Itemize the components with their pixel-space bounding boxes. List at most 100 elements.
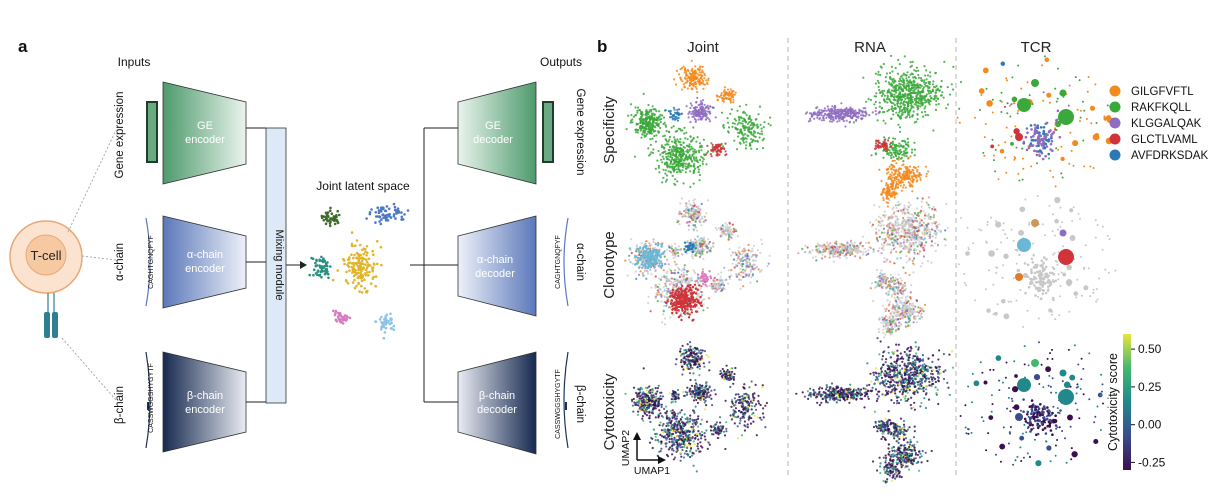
- umap-point: [902, 90, 904, 92]
- umap-point: [906, 71, 908, 73]
- umap-point: [745, 141, 747, 143]
- umap-point: [690, 74, 692, 76]
- umap-point: [699, 279, 701, 281]
- umap-point: [878, 89, 880, 91]
- umap-point: [712, 149, 714, 151]
- umap-point: [689, 121, 691, 123]
- umap-point: [877, 73, 879, 75]
- umap-point: [658, 116, 660, 118]
- input-label-ge: Gene expression: [114, 92, 126, 179]
- latent-point: [385, 323, 388, 326]
- umap-point: [711, 283, 713, 285]
- umap-point: [748, 261, 750, 263]
- latent-point: [378, 211, 381, 214]
- umap-point: [759, 136, 761, 138]
- umap-point: [681, 169, 683, 171]
- umap-point: [679, 162, 681, 164]
- latent-point: [339, 321, 342, 324]
- umap-point: [667, 288, 669, 290]
- umap-point: [681, 80, 683, 82]
- umap-point: [691, 255, 693, 257]
- umap-point: [763, 126, 765, 128]
- umap-point: [745, 273, 747, 275]
- umap-point: [655, 141, 657, 143]
- umap-point: [738, 273, 740, 275]
- umap-point: [930, 92, 932, 94]
- umap-point: [680, 68, 682, 70]
- umap-point: [824, 113, 826, 115]
- alpha-seq-output: CAGHTGNQFYF: [555, 235, 562, 289]
- umap-point: [655, 110, 657, 112]
- umap-point: [685, 82, 687, 84]
- umap-point: [746, 127, 748, 129]
- umap-point: [906, 178, 908, 180]
- umap-point: [909, 232, 911, 234]
- latent-point: [334, 314, 337, 317]
- umap-point: [967, 246, 969, 248]
- umap-point: [671, 251, 673, 253]
- latent-point: [321, 216, 324, 219]
- umap-point: [652, 148, 654, 150]
- latent-point: [327, 273, 330, 276]
- umap-point: [918, 77, 920, 79]
- umap-point: [934, 72, 936, 74]
- umap-point: [910, 239, 912, 241]
- umap-point: [908, 93, 910, 95]
- umap-point: [889, 77, 891, 79]
- umap-point: [707, 307, 709, 309]
- umap-point: [700, 285, 702, 287]
- umap-point: [709, 111, 711, 113]
- panel-b-label: b: [597, 37, 607, 56]
- latent-point: [383, 337, 386, 340]
- umap-point: [920, 77, 922, 79]
- umap-point: [704, 104, 706, 106]
- umap-point: [938, 103, 940, 105]
- umap-point: [722, 227, 724, 229]
- umap-point: [683, 210, 685, 212]
- latent-point: [361, 291, 364, 294]
- umap-point: [881, 232, 883, 234]
- umap-point: [686, 159, 688, 161]
- umap-point: [934, 221, 936, 223]
- umap-point: [739, 105, 741, 107]
- umap-point: [674, 178, 676, 180]
- umap-point: [663, 305, 665, 307]
- latent-point: [320, 276, 323, 279]
- umap-point: [836, 121, 838, 123]
- umap-point: [873, 250, 875, 252]
- umap-point: [669, 116, 671, 118]
- umap-point: [838, 120, 840, 122]
- umap-point: [813, 118, 815, 120]
- umap-point: [723, 267, 725, 269]
- beta-encoder-shape: [163, 352, 246, 452]
- umap-point: [884, 257, 886, 259]
- ge-decoder-line1: GE: [485, 120, 501, 132]
- latent-point: [382, 207, 385, 210]
- umap-point: [908, 202, 910, 204]
- umap-point: [894, 146, 896, 148]
- umap-point: [678, 245, 680, 247]
- umap-point: [747, 123, 749, 125]
- umap-point: [640, 270, 642, 272]
- umap-point: [640, 113, 642, 115]
- umap-point: [674, 251, 676, 253]
- umap-point: [699, 174, 701, 176]
- umap-point: [673, 183, 675, 185]
- umap-point: [834, 115, 836, 117]
- umap-point: [711, 155, 713, 157]
- umap-point: [685, 163, 687, 165]
- umap-point: [920, 91, 922, 93]
- umap-point: [750, 271, 752, 273]
- umap-point: [909, 248, 911, 250]
- umap-point: [698, 206, 700, 208]
- umap-point: [664, 109, 666, 111]
- umap-point: [679, 276, 681, 278]
- umap-point: [666, 259, 668, 261]
- umap-point: [736, 148, 738, 150]
- umap-point: [735, 92, 737, 94]
- umap-point: [739, 259, 741, 261]
- umap-point: [689, 135, 691, 137]
- latent-point: [380, 218, 383, 221]
- umap-point: [928, 99, 930, 101]
- umap-point: [912, 101, 914, 103]
